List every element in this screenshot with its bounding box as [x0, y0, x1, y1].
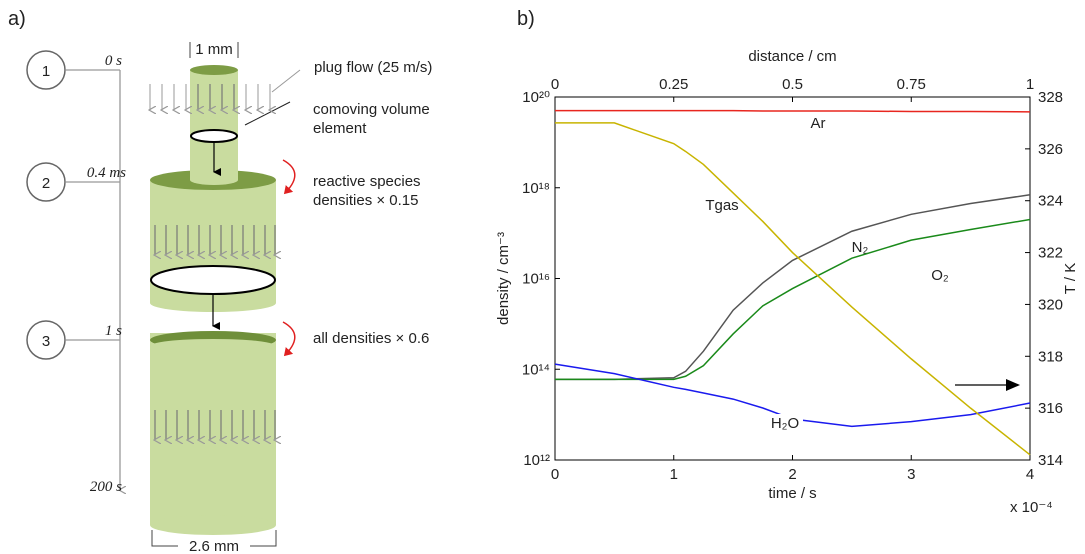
y2-tick-label: 316	[1038, 400, 1063, 417]
series-label: H₂O	[771, 415, 799, 432]
step-time: 0.4 ms	[86, 165, 126, 181]
x-multiplier: x 10⁻⁴	[1010, 499, 1053, 516]
annotation: plug flow (25 m/s)	[314, 59, 433, 76]
step-time: 0 s	[104, 53, 122, 69]
scale-arrow	[282, 321, 296, 357]
x2-tick-label: 1	[1026, 76, 1034, 93]
y2-tick-label: 322	[1038, 245, 1063, 262]
volume-element	[150, 265, 276, 295]
inner-cylinder-bottom	[190, 175, 238, 185]
series-line	[555, 194, 1031, 381]
series-label: Ar	[811, 115, 826, 132]
panel-label: b)	[517, 8, 535, 30]
pointer-line	[271, 69, 301, 93]
step-circle	[26, 50, 66, 90]
series-line	[555, 218, 1031, 381]
step-circle	[26, 320, 66, 360]
x-tick-label: 4	[1026, 466, 1034, 483]
series-line	[555, 122, 1031, 456]
y2-tick-label: 320	[1038, 296, 1063, 313]
segment-ring	[150, 339, 276, 353]
step-time: 1 s	[104, 323, 122, 339]
scale-arrow	[282, 159, 296, 195]
panel-label: a)	[8, 8, 26, 30]
series-label: Tgas	[705, 197, 738, 214]
inner-width: 1 mm	[195, 41, 233, 58]
y-tick-label: 10¹⁶	[522, 271, 550, 288]
annotation: all densities × 0.6	[313, 330, 430, 347]
x2-axis-label: distance / cm	[748, 48, 836, 65]
step-number: 3	[42, 333, 50, 350]
step-number: 2	[42, 175, 50, 192]
x2-tick-label: 0.25	[659, 76, 688, 93]
step-number: 1	[42, 63, 50, 80]
y2-tick-label: 328	[1038, 89, 1063, 106]
x-tick-label: 3	[907, 466, 915, 483]
y-tick-label: 10²⁰	[522, 89, 550, 106]
y2-tick-label: 324	[1038, 193, 1063, 210]
y-tick-label: 10¹⁴	[522, 361, 550, 378]
series-label-bg	[800, 114, 836, 132]
y2-axis-label: T / K	[1062, 263, 1079, 294]
x2-tick-label: 0	[551, 76, 559, 93]
y2-tick-label: 318	[1038, 348, 1063, 365]
series-label-bg	[842, 238, 878, 256]
outer-width: 2.6 mm	[189, 538, 239, 554]
plot-frame	[554, 96, 1031, 461]
series-label: O₂	[931, 267, 949, 284]
cylinder-bottom	[150, 515, 276, 535]
series-label-bg	[767, 414, 803, 432]
y-axis-label: density / cm⁻³	[495, 232, 512, 325]
series-line	[555, 109, 1031, 113]
pointer-line	[244, 101, 291, 126]
width-bracket	[189, 42, 239, 58]
x-axis-label: time / s	[768, 485, 816, 502]
x2-tick-label: 0.75	[897, 76, 926, 93]
step-circle	[26, 162, 66, 202]
volume-element	[190, 129, 238, 143]
y2-tick-label: 314	[1038, 452, 1063, 469]
end-time: 200 s	[89, 479, 122, 495]
x-tick-label: 0	[551, 466, 559, 483]
series-line	[554, 363, 1031, 428]
y-tick-label: 10¹²	[523, 452, 550, 469]
annotation: reactive species densities × 0.15	[313, 173, 421, 209]
x-tick-label: 1	[670, 466, 678, 483]
x-tick-label: 2	[788, 466, 796, 483]
series-label-bg	[922, 266, 958, 284]
y2-tick-label: 326	[1038, 141, 1063, 158]
inner-cylinder-top	[190, 65, 238, 75]
series-label: N₂	[852, 239, 869, 256]
x2-tick-label: 0.5	[782, 76, 803, 93]
annotation: comoving volume element	[313, 101, 430, 137]
width-bracket	[151, 530, 277, 547]
y-tick-label: 10¹⁸	[522, 180, 550, 197]
